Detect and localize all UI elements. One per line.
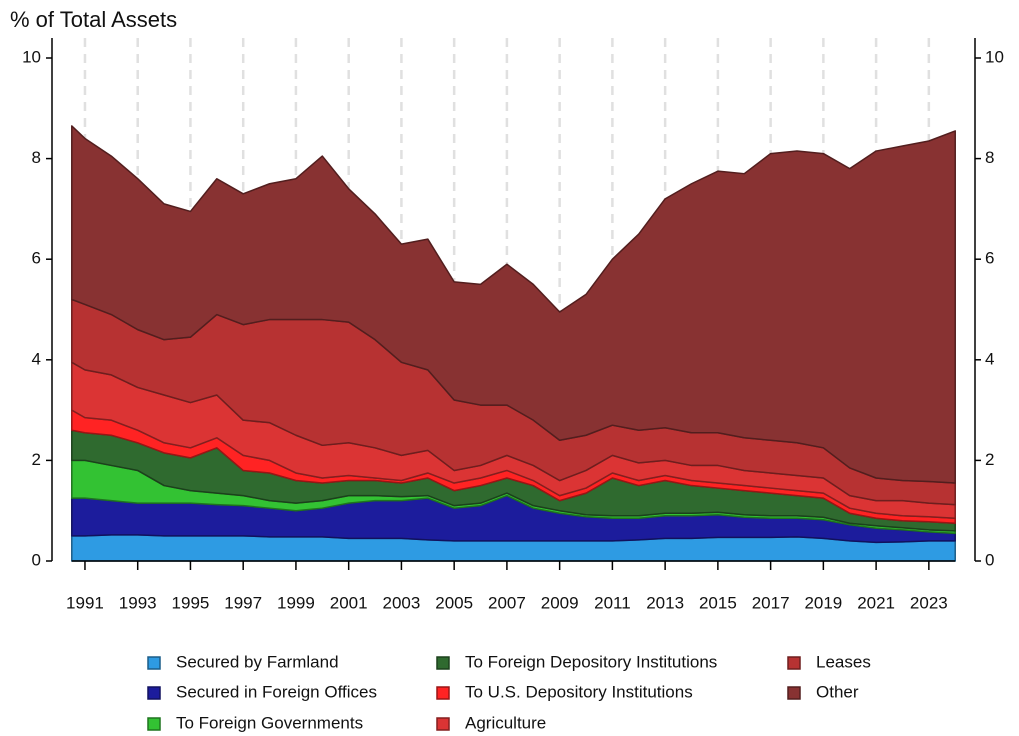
legend-swatch bbox=[147, 656, 161, 670]
chart-title: % of Total Assets bbox=[10, 7, 177, 32]
y2-tick-label: 8 bbox=[985, 148, 994, 167]
legend-label: Secured in Foreign Offices bbox=[176, 682, 377, 701]
legend-swatch bbox=[787, 656, 801, 670]
legend-swatch bbox=[147, 717, 161, 731]
legend-label: Agriculture bbox=[465, 713, 546, 732]
legend-swatch bbox=[436, 686, 450, 700]
x-tick-label: 2005 bbox=[435, 593, 473, 612]
x-tick-label: 2009 bbox=[541, 593, 579, 612]
legend-swatch bbox=[147, 686, 161, 700]
area bbox=[71, 125, 956, 484]
axes: 1991 1993 1995 1997 1999 2001 2003 2005 2007 2009… bbox=[22, 38, 1004, 612]
legend-label: To U.S. Depository Institutions bbox=[465, 682, 693, 701]
legend-swatch bbox=[436, 717, 450, 731]
x-tick-label: 2017 bbox=[752, 593, 790, 612]
y-tick-label: 4 bbox=[32, 349, 41, 368]
x-tick-label: 2003 bbox=[383, 593, 421, 612]
x-tick-label: 1991 bbox=[66, 593, 104, 612]
y2-tick-label: 2 bbox=[985, 450, 994, 469]
legend-label: Other bbox=[816, 682, 859, 701]
x-tick-label: 1995 bbox=[172, 593, 210, 612]
x-tick-label: 2023 bbox=[910, 593, 948, 612]
legend-swatch bbox=[436, 656, 450, 670]
legend-label: To Foreign Governments bbox=[176, 713, 363, 732]
y-tick-label: 6 bbox=[32, 249, 41, 268]
areas bbox=[71, 125, 956, 562]
x-tick-label: 1999 bbox=[277, 593, 315, 612]
x-tick-label: 2001 bbox=[330, 593, 368, 612]
legend-swatch bbox=[787, 686, 801, 700]
x-tick-label: 2021 bbox=[857, 593, 895, 612]
x-tick-label: 2013 bbox=[646, 593, 684, 612]
legend-label: Secured by Farmland bbox=[176, 652, 339, 671]
y2-tick-label: 0 bbox=[985, 550, 994, 569]
x-tick-label: 1997 bbox=[224, 593, 262, 612]
y2-tick-label: 10 bbox=[985, 47, 1004, 66]
x-tick-label: 1993 bbox=[119, 593, 157, 612]
legend-label: To Foreign Depository Institutions bbox=[465, 652, 717, 671]
x-tick-label: 2007 bbox=[488, 593, 526, 612]
x-tick-label: 2011 bbox=[594, 593, 631, 612]
y2-tick-label: 6 bbox=[985, 249, 994, 268]
x-tick-label: 2019 bbox=[804, 593, 842, 612]
y2-tick-label: 4 bbox=[985, 349, 994, 368]
legend-label: Leases bbox=[816, 652, 871, 671]
y-tick-label: 10 bbox=[22, 47, 41, 66]
y-tick-label: 2 bbox=[32, 450, 41, 469]
x-tick-label: 2015 bbox=[699, 593, 737, 612]
y-tick-label: 0 bbox=[32, 550, 41, 569]
y-tick-label: 8 bbox=[32, 148, 41, 167]
legend: Secured by Farmland Secured in Foreign Of… bbox=[147, 652, 871, 732]
